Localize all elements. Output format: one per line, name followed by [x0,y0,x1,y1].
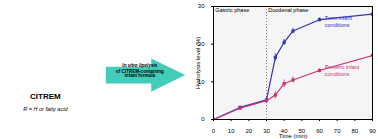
svg-text:of CITREM-containing: of CITREM-containing [115,68,164,74]
svg-text:Duodenal phase: Duodenal phase [268,7,308,13]
svg-text:Preterm infant: Preterm infant [325,64,360,70]
svg-text:0: 0 [212,128,216,134]
svg-text:50: 50 [298,127,306,134]
svg-text:conditions: conditions [325,71,350,77]
svg-text:0: 0 [201,116,205,122]
svg-text:R = H or fatty acid: R = H or fatty acid [23,106,68,112]
svg-text:90: 90 [369,128,376,134]
svg-text:80: 80 [351,128,358,134]
svg-text:10: 10 [228,128,235,134]
svg-text:20: 20 [197,41,205,48]
svg-text:60: 60 [316,128,323,134]
svg-text:Gastric phase: Gastric phase [215,7,249,13]
svg-text:Time (min): Time (min) [279,133,307,139]
svg-text:20: 20 [245,128,252,134]
svg-text:30: 30 [263,128,270,134]
svg-text:CITREM: CITREM [30,92,61,101]
svg-text:conditions: conditions [325,22,350,28]
svg-text:30: 30 [198,3,205,9]
svg-text:Hydrolysis level (%): Hydrolysis level (%) [195,37,201,90]
svg-text:70: 70 [334,128,341,134]
svg-text:In vitro lipolysis: In vitro lipolysis [122,63,158,69]
svg-text:10: 10 [197,78,205,85]
svg-text:Term infant: Term infant [325,15,353,21]
svg-text:40: 40 [280,127,288,134]
svg-text:infant formula: infant formula [125,73,156,78]
